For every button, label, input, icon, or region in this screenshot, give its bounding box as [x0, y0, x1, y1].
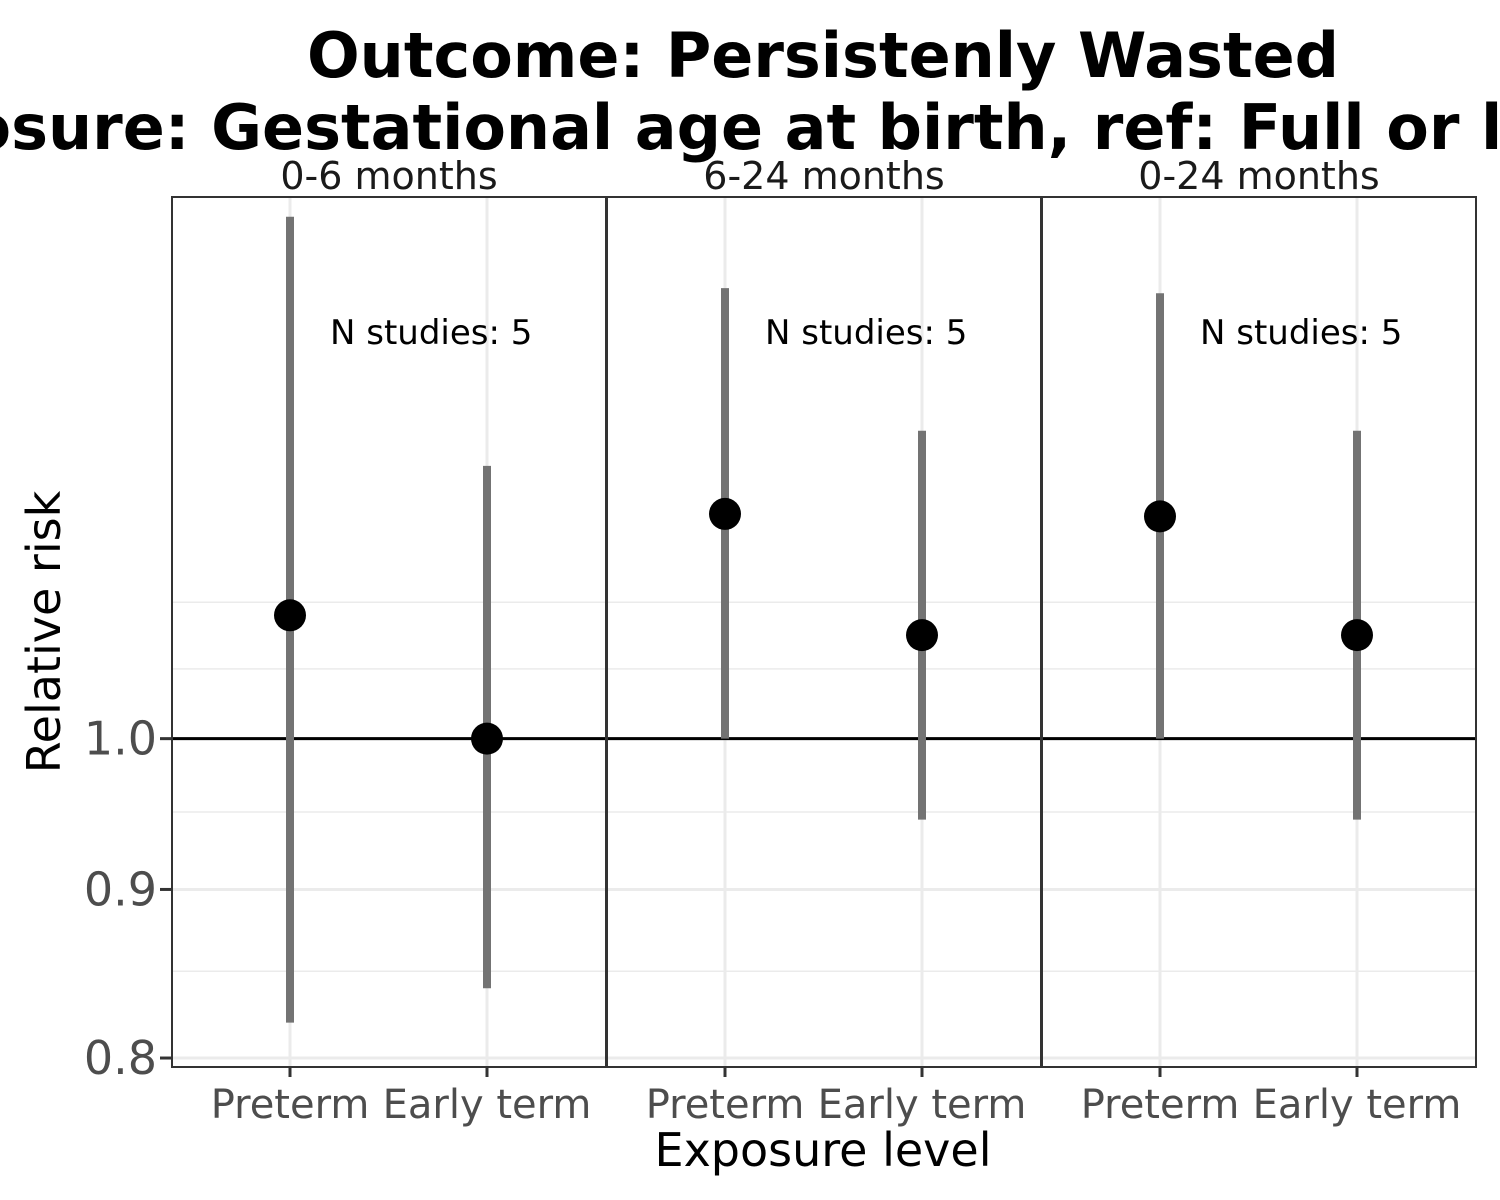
chart-title-line-2: Exposure: Gestational age at birth, ref:… — [0, 91, 1500, 164]
panel-1: 0-6 months N studies: 5 Preterm Early term — [171, 154, 607, 1128]
panel-strip-label: 6-24 months — [703, 154, 944, 198]
x-tick-label: Preterm — [646, 1082, 805, 1128]
x-axis-label: Exposure level — [655, 1123, 992, 1177]
x-tick-label: Early term — [1253, 1082, 1462, 1128]
y-tick-label: 1.0 — [84, 712, 157, 766]
estimate-point-preterm — [274, 599, 306, 632]
y-tick-label: 0.9 — [84, 862, 157, 916]
y-tick-label: 0.8 — [84, 1031, 157, 1085]
estimate-point-preterm — [709, 497, 741, 530]
panel-background — [607, 197, 1041, 1067]
x-tick-label: Early term — [818, 1082, 1027, 1128]
n-studies-annotation: N studies: 5 — [330, 313, 532, 353]
estimate-point-preterm — [1144, 500, 1176, 533]
y-axis: 0.8 0.9 1.0 — [84, 712, 172, 1085]
chart-title-line-1: Outcome: Persistenly Wasted — [307, 19, 1339, 92]
panel-strip-label: 0-24 months — [1138, 154, 1379, 198]
panel-strip-label: 0-6 months — [280, 154, 497, 198]
n-studies-annotation: N studies: 5 — [765, 313, 967, 353]
estimate-point-early-term — [471, 722, 503, 755]
panel-background — [1042, 197, 1476, 1067]
panel-3: 0-24 months N studies: 5 Preterm Early term — [1041, 154, 1477, 1128]
estimate-point-early-term — [1341, 619, 1373, 652]
x-tick-label: Preterm — [211, 1082, 370, 1128]
y-axis-label: Relative risk — [17, 490, 71, 773]
panel-2: 6-24 months N studies: 5 Preterm Early term — [606, 154, 1042, 1128]
panel-border — [1041, 196, 1477, 1068]
estimate-point-early-term — [906, 619, 938, 652]
panel-background — [172, 197, 606, 1067]
x-tick-label: Preterm — [1081, 1082, 1240, 1128]
n-studies-annotation: N studies: 5 — [1200, 313, 1402, 353]
x-tick-label: Early term — [383, 1082, 592, 1128]
